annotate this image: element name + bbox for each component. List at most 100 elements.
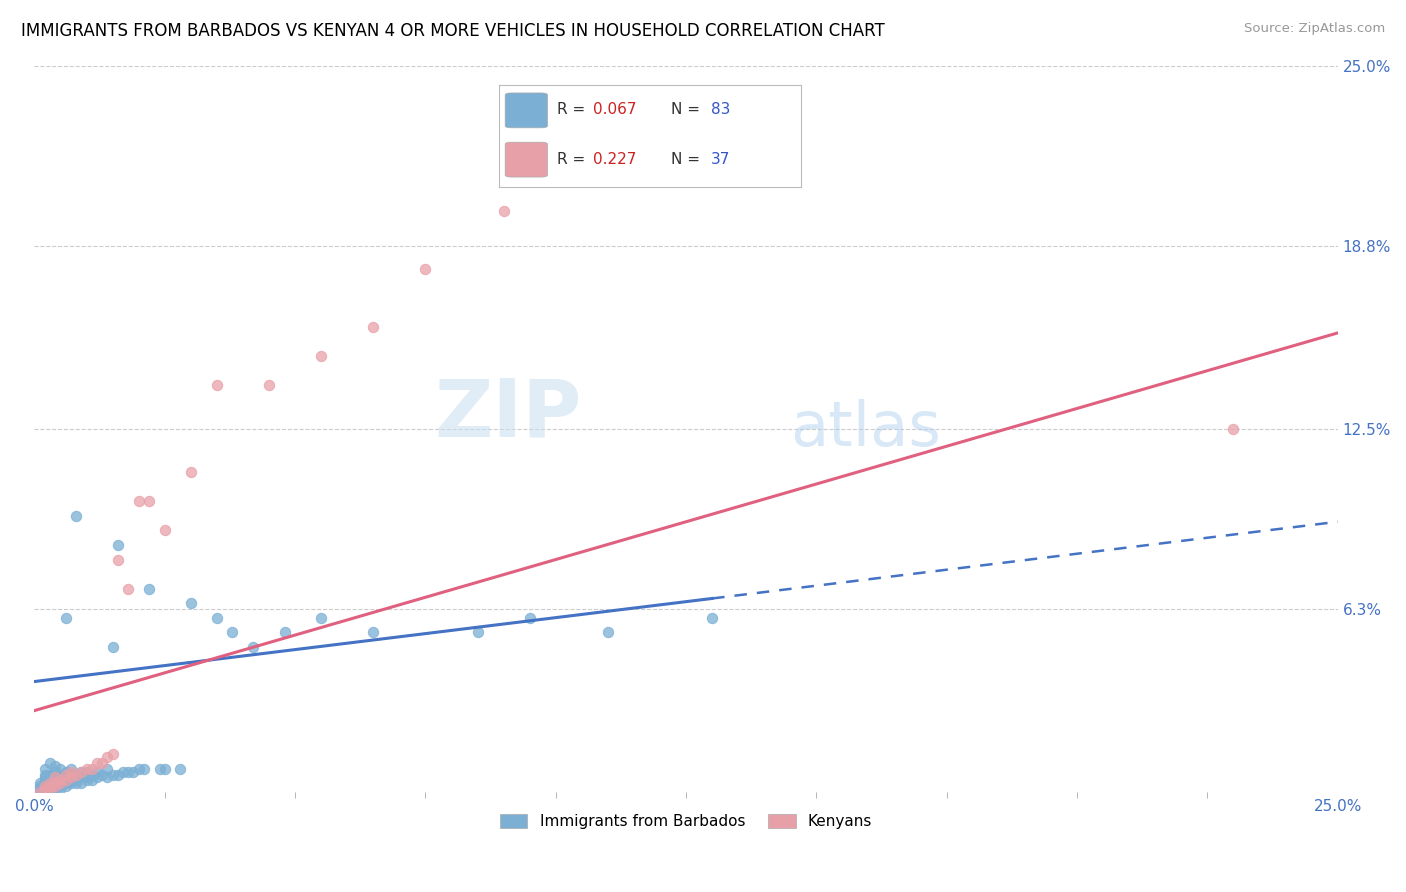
Point (80, 767, 103, 781)
Point (44, 771, 66, 785)
Point (39, 776, 62, 790)
Point (28, 785, 51, 799)
Text: N =: N = (672, 103, 706, 118)
Point (309, 610, 332, 624)
Point (34, 762, 56, 776)
Point (39, 771, 62, 785)
Point (34, 779, 56, 793)
Point (65, 767, 87, 781)
Point (76, 764, 98, 779)
Point (59, 771, 82, 785)
Point (221, 625, 243, 640)
Point (117, 582, 139, 596)
Point (49, 773, 72, 788)
Text: 83: 83 (710, 103, 730, 118)
Point (128, 762, 150, 776)
Point (101, 640, 124, 654)
Point (361, 625, 384, 640)
Point (34, 782, 56, 797)
Point (44, 782, 66, 797)
Point (49, 776, 72, 790)
Point (39, 756, 62, 770)
Point (55, 610, 77, 624)
Point (65, 773, 87, 788)
Point (86, 771, 108, 785)
Point (49, 762, 72, 776)
Point (107, 552, 129, 566)
Point (55, 776, 77, 790)
Point (44, 776, 66, 790)
Point (49, 767, 72, 781)
Text: R =: R = (557, 152, 589, 167)
Point (107, 767, 129, 781)
Point (70, 776, 93, 790)
Point (39, 767, 62, 781)
Point (65, 508, 87, 523)
Text: IMMIGRANTS FROM BARBADOS VS KENYAN 4 OR MORE VEHICLES IN HOUSEHOLD CORRELATION C: IMMIGRANTS FROM BARBADOS VS KENYAN 4 OR … (21, 22, 884, 40)
Point (39, 779, 62, 793)
Point (1222, 422, 1244, 436)
Text: N =: N = (672, 152, 706, 167)
Point (76, 762, 98, 776)
Point (28, 779, 51, 793)
Point (415, 262, 437, 277)
Point (76, 771, 98, 785)
Point (257, 378, 280, 392)
Point (101, 767, 124, 781)
Point (65, 767, 87, 781)
Point (65, 776, 87, 790)
Point (117, 764, 139, 779)
Point (44, 776, 66, 790)
Point (361, 320, 384, 334)
Point (49, 773, 72, 788)
Point (180, 596, 202, 610)
Point (55, 767, 77, 781)
Point (111, 764, 134, 779)
Point (96, 771, 118, 785)
Point (153, 762, 176, 776)
Point (467, 625, 489, 640)
Point (205, 610, 228, 624)
Point (138, 494, 160, 508)
Point (34, 773, 56, 788)
Point (70, 764, 93, 779)
FancyBboxPatch shape (505, 142, 547, 177)
Text: 37: 37 (710, 152, 730, 167)
Point (242, 640, 264, 654)
Text: 0.067: 0.067 (593, 103, 637, 118)
Point (96, 762, 118, 776)
Point (34, 771, 56, 785)
Point (86, 764, 108, 779)
Point (153, 524, 176, 538)
Text: 0.227: 0.227 (593, 152, 636, 167)
Legend: Immigrants from Barbados, Kenyans: Immigrants from Barbados, Kenyans (494, 808, 879, 835)
Point (59, 776, 82, 790)
Point (34, 782, 56, 797)
Point (76, 773, 98, 788)
Point (107, 538, 129, 552)
Point (59, 762, 82, 776)
Point (55, 771, 77, 785)
Point (309, 349, 332, 363)
Point (34, 776, 56, 790)
Point (180, 466, 202, 480)
Point (80, 762, 103, 776)
Point (59, 767, 82, 781)
Point (49, 776, 72, 790)
Point (28, 782, 51, 797)
Point (86, 756, 108, 770)
FancyBboxPatch shape (505, 93, 547, 128)
Point (39, 779, 62, 793)
Point (101, 747, 124, 762)
Point (28, 785, 51, 799)
Point (34, 767, 56, 781)
Point (80, 773, 103, 788)
Point (49, 782, 72, 797)
Point (34, 779, 56, 793)
Point (39, 782, 62, 797)
Point (39, 773, 62, 788)
Point (44, 764, 66, 779)
Point (91, 756, 114, 770)
Point (148, 762, 170, 776)
Point (132, 762, 155, 776)
